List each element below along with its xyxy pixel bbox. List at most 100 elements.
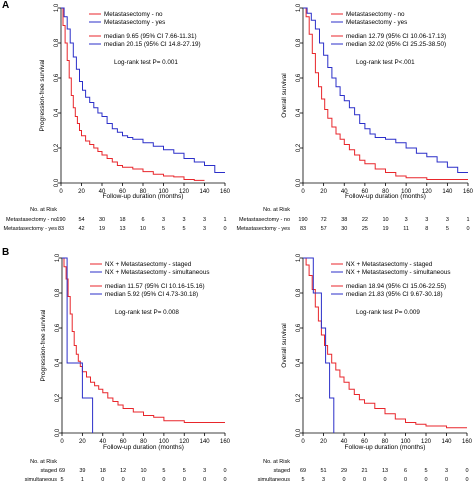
risk-value: 19	[382, 226, 388, 232]
risk-value: 83	[300, 226, 306, 232]
risk-value: 0	[142, 477, 145, 483]
risk-value: 5	[162, 468, 165, 474]
risk-value: 12	[120, 468, 126, 474]
logrank-label: Log-rank test P= 0.001	[114, 59, 178, 66]
x-tick-label: 60	[362, 189, 369, 195]
x-axis-label: Follow-up duration (months)	[103, 193, 184, 200]
risk-value: 5	[182, 226, 185, 232]
y-tick-label: 0.8	[55, 288, 61, 297]
risk-value: 190	[298, 217, 307, 223]
risk-value: 0	[465, 468, 468, 474]
risk-value: 3	[445, 468, 448, 474]
risk-table-title: No. at Risk	[30, 459, 57, 465]
y-tick-label: 0.2	[55, 393, 61, 402]
risk-row-label: Metastasectomy - no	[239, 217, 290, 223]
y-tick-label: 1.0	[296, 253, 302, 262]
x-tick-label: 40	[341, 189, 348, 195]
risk-value: 22	[362, 217, 368, 223]
x-tick-label: 140	[442, 189, 453, 195]
y-tick-label: 1.0	[55, 253, 61, 262]
x-tick-label: 80	[140, 439, 147, 445]
x-tick-label: 60	[119, 189, 126, 195]
km-chart-4: 0.00.20.40.60.81.00 20 40 60 80 100 120 140 160F…	[258, 253, 473, 483]
risk-value: 190	[56, 217, 65, 223]
risk-value: 0	[424, 477, 427, 483]
median-label: median 32.02 (95% CI 25.25-38.50)	[346, 41, 446, 48]
y-axis-label: Overall survival	[281, 323, 288, 368]
risk-value: 3	[182, 217, 185, 223]
risk-value: 13	[119, 226, 125, 232]
risk-row-label: simultaneous	[25, 477, 58, 483]
x-tick-label: 40	[341, 439, 348, 445]
risk-value: 83	[58, 226, 64, 232]
risk-value: 3	[425, 217, 428, 223]
series-line-blue	[61, 7, 225, 173]
risk-row-label: Metastasectomy - yes	[237, 226, 291, 232]
legend-label: Metastasectomy - yes	[346, 19, 407, 26]
legend-label: Metastasectomy - no	[104, 11, 163, 18]
x-tick-label: 20	[79, 439, 86, 445]
panel-letter-b: B	[2, 247, 10, 258]
risk-value: 18	[119, 217, 125, 223]
risk-value: 30	[99, 217, 105, 223]
x-tick-label: 120	[179, 189, 190, 195]
y-tick-label: 0.4	[296, 358, 302, 367]
risk-value: 5	[446, 226, 449, 232]
median-label: median 5.92 (95% CI 4.73-30.18)	[105, 291, 198, 298]
y-tick-label: 0.0	[54, 178, 60, 187]
y-tick-label: 0.4	[54, 108, 60, 117]
legend-label: NX + Metastasectomy - simultaneous	[346, 269, 450, 276]
risk-value: 5	[162, 226, 165, 232]
y-tick-label: 0.8	[296, 288, 302, 297]
x-axis-label: Follow-up duration (months)	[103, 444, 184, 451]
risk-value: 0	[223, 226, 226, 232]
median-label: median 12.79 (95% CI 10.06-17.13)	[346, 33, 446, 40]
km-chart-1: 0.00.20.40.60.81.00 20 40 60 80 100 120 140 160F…	[4, 3, 231, 232]
x-tick-label: 160	[462, 439, 473, 445]
risk-value: 0	[363, 477, 366, 483]
series-line-blue	[62, 257, 94, 433]
y-tick-label: 0.2	[296, 393, 302, 402]
risk-row-label: Metastasectomy - yes	[4, 226, 58, 232]
x-tick-label: 140	[441, 439, 452, 445]
x-tick-label: 60	[361, 439, 368, 445]
x-tick-label: 140	[200, 439, 211, 445]
risk-value: 8	[425, 226, 428, 232]
y-tick-label: 0.2	[54, 143, 60, 152]
x-tick-label: 40	[99, 189, 106, 195]
y-tick-label: 0.4	[55, 358, 61, 367]
risk-value: 0	[203, 477, 206, 483]
risk-value: 3	[162, 217, 165, 223]
median-label: median 21.83 (95% CI 9.67-30.18)	[346, 291, 443, 298]
y-axis-label: Progression-free survival	[40, 309, 47, 381]
x-tick-label: 100	[158, 189, 169, 195]
y-tick-label: 0.0	[296, 428, 302, 437]
x-tick-label: 20	[320, 439, 327, 445]
risk-row-label: staged	[273, 468, 290, 474]
y-tick-label: 0.0	[296, 178, 302, 187]
legend-label: Metastasectomy - yes	[104, 19, 165, 26]
risk-table-title: No. at Risk	[30, 207, 57, 213]
risk-value: 18	[100, 468, 106, 474]
risk-value: 6	[404, 468, 407, 474]
x-tick-label: 160	[463, 189, 474, 195]
risk-value: 10	[140, 468, 146, 474]
risk-value: 3	[203, 468, 206, 474]
x-tick-label: 160	[220, 189, 231, 195]
risk-value: 0	[101, 477, 104, 483]
y-tick-label: 0.6	[55, 323, 61, 332]
x-tick-label: 120	[179, 439, 190, 445]
x-tick-label: 80	[382, 189, 389, 195]
risk-value: 57	[321, 226, 327, 232]
risk-value: 19	[99, 226, 105, 232]
series-line-red	[61, 7, 205, 181]
panel-letter-a: A	[2, 0, 10, 11]
x-tick-label: 0	[59, 189, 63, 195]
risk-value: 13	[382, 468, 388, 474]
y-tick-label: 1.0	[296, 3, 302, 12]
risk-value: 1	[466, 217, 469, 223]
x-tick-label: 140	[199, 189, 210, 195]
y-tick-label: 1.0	[54, 3, 60, 12]
risk-value: 0	[223, 477, 226, 483]
